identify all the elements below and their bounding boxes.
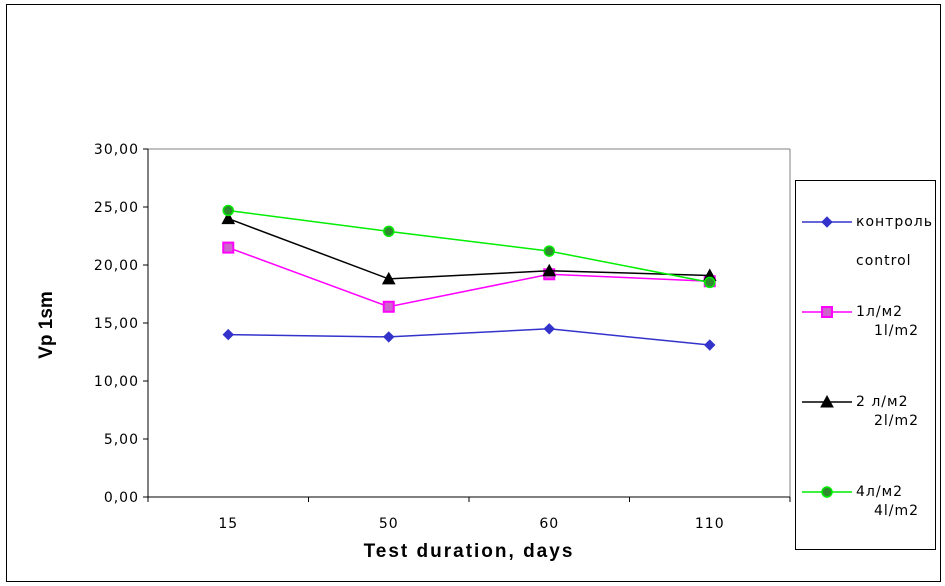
legend-swatch-marker bbox=[820, 394, 834, 408]
y-tick-label: 25,00 bbox=[94, 200, 139, 216]
data-point bbox=[543, 323, 555, 335]
legend-item: 4л/м2 4l/m2 bbox=[796, 481, 935, 531]
series-line bbox=[227, 246, 710, 308]
legend-label: 2 л/м2 bbox=[856, 394, 909, 410]
legend-item: контроль control bbox=[796, 211, 935, 269]
x-tick-label: 50 bbox=[379, 516, 399, 532]
series-3 bbox=[222, 204, 716, 289]
legend-label-secondary: control bbox=[856, 253, 912, 269]
legend-label: 1л/м2 bbox=[856, 304, 904, 320]
data-point bbox=[383, 331, 395, 343]
series-layer bbox=[221, 204, 717, 351]
chart-frame bbox=[6, 4, 941, 582]
legend-swatch bbox=[802, 486, 852, 498]
data-point bbox=[221, 211, 236, 225]
x-tick-label: 60 bbox=[539, 516, 559, 532]
x-axis-title: Test duration, days bbox=[364, 541, 575, 562]
y-tick-label: 20,00 bbox=[94, 258, 139, 274]
series-2 bbox=[221, 211, 717, 285]
legend-swatch bbox=[802, 306, 852, 318]
legend-swatch-marker bbox=[821, 486, 833, 498]
data-point bbox=[704, 276, 716, 289]
data-point bbox=[383, 225, 395, 238]
series-line bbox=[228, 328, 710, 346]
legend-swatch bbox=[802, 394, 852, 408]
legend-swatch bbox=[802, 216, 852, 228]
x-tick-label: 110 bbox=[695, 516, 725, 532]
chart-axes: 0,00 5,00 10,00 15,00 20,00 25,00 30,00 15 50 60 1… bbox=[94, 142, 791, 532]
legend-label-secondary: 1l/m2 bbox=[874, 323, 920, 339]
data-point bbox=[222, 328, 234, 341]
y-tick-label: 5,00 bbox=[104, 432, 139, 448]
legend-item: 1л/м2 1l/m2 bbox=[796, 301, 935, 351]
series-line bbox=[228, 209, 710, 284]
y-axis-title: Vp 1sm bbox=[36, 291, 57, 359]
y-tick-label: 10,00 bbox=[94, 374, 139, 390]
legend-label: 4л/м2 bbox=[856, 484, 904, 500]
series-line bbox=[227, 217, 710, 280]
y-tick-label: 30,00 bbox=[94, 142, 139, 158]
series-1 bbox=[222, 241, 716, 313]
legend-item: 2 л/м2 2l/m2 bbox=[796, 391, 935, 441]
legend-swatch-marker bbox=[821, 216, 833, 228]
series-0 bbox=[222, 323, 716, 351]
legend: контроль control 1л/м2 1l/m2 2 л/м2 2l/m2 4л/м… bbox=[795, 180, 936, 550]
legend-label: контроль bbox=[856, 214, 933, 230]
legend-swatch-marker bbox=[821, 306, 833, 318]
x-tick-label: 15 bbox=[218, 516, 238, 532]
y-tick-label: 0,00 bbox=[104, 490, 139, 506]
data-point bbox=[543, 245, 555, 257]
data-point bbox=[381, 271, 396, 285]
legend-label-secondary: 4l/m2 bbox=[874, 503, 920, 519]
data-point bbox=[382, 300, 395, 313]
data-point bbox=[222, 241, 235, 254]
data-point bbox=[542, 263, 557, 277]
data-point bbox=[704, 339, 716, 351]
y-tick-label: 15,00 bbox=[94, 316, 139, 332]
data-point bbox=[222, 204, 234, 217]
legend-label-secondary: 2l/m2 bbox=[874, 413, 920, 429]
